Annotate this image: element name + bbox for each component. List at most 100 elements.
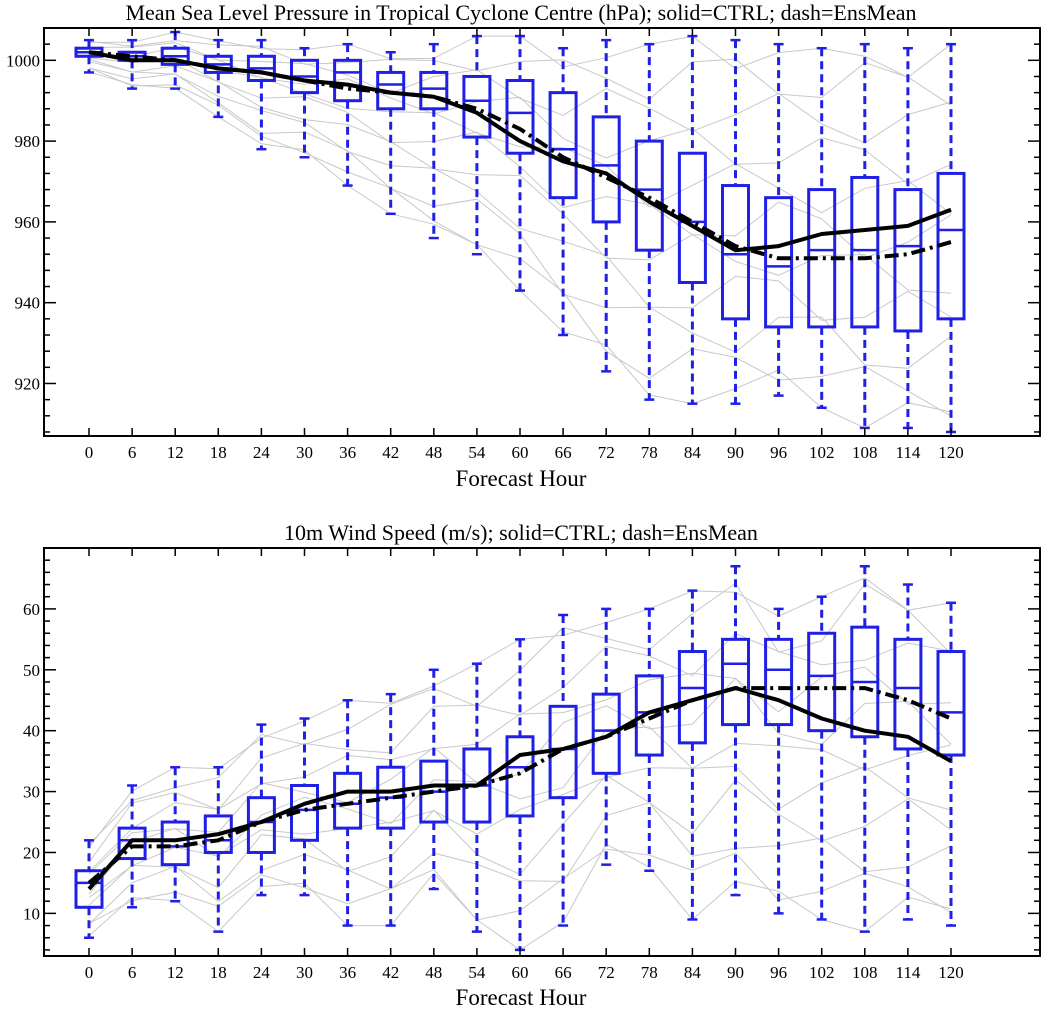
x-tick-label: 54 xyxy=(468,963,486,982)
box-iqr xyxy=(634,674,664,757)
chart-title: 10m Wind Speed (m/s); solid=CTRL; dash=E… xyxy=(284,520,758,545)
ensemble-member-line xyxy=(88,802,952,925)
box-78 xyxy=(634,607,664,872)
x-tick-label: 0 xyxy=(85,443,94,462)
x-tick-label: 120 xyxy=(938,443,964,462)
x-tick-label: 12 xyxy=(167,963,184,982)
y-tick-label: 980 xyxy=(15,132,41,151)
x-tick-label: 18 xyxy=(210,443,227,462)
x-axis-label: Forecast Hour xyxy=(456,466,587,491)
box-72 xyxy=(591,607,621,866)
box-iqr xyxy=(764,196,794,329)
x-tick-label: 6 xyxy=(128,963,137,982)
box-iqr xyxy=(74,869,104,909)
y-tick-label: 20 xyxy=(23,843,40,862)
box-iqr xyxy=(850,175,880,329)
y-tick-label: 60 xyxy=(23,600,40,619)
box-18 xyxy=(203,38,233,119)
box-108 xyxy=(850,42,880,430)
x-tick-label: 60 xyxy=(512,443,529,462)
x-tick-label: 30 xyxy=(296,443,313,462)
box-102 xyxy=(807,46,837,409)
x-tick-label: 84 xyxy=(684,443,702,462)
box-96 xyxy=(764,607,794,915)
x-tick-label: 36 xyxy=(339,963,356,982)
box-iqr xyxy=(807,631,837,733)
box-36 xyxy=(333,42,363,187)
x-tick-label: 12 xyxy=(167,443,184,462)
y-tick-label: 920 xyxy=(15,374,41,393)
box-108 xyxy=(850,565,880,933)
y-tick-label: 10 xyxy=(23,904,40,923)
box-30 xyxy=(290,46,319,159)
box-72 xyxy=(591,38,621,373)
box-66 xyxy=(548,613,578,927)
y-tick-label: 50 xyxy=(23,661,40,680)
x-tick-label: 96 xyxy=(770,963,787,982)
x-tick-label: 0 xyxy=(85,963,94,982)
ensmean-line xyxy=(88,50,952,261)
box-120 xyxy=(936,42,966,434)
x-tick-label: 114 xyxy=(895,963,920,982)
box-iqr xyxy=(936,650,966,757)
y-tick-label: 960 xyxy=(15,213,41,232)
x-tick-label: 24 xyxy=(253,963,271,982)
ensmean-line xyxy=(87,686,952,885)
box-0 xyxy=(74,839,104,939)
ensemble-member-line xyxy=(88,40,952,106)
x-tick-label: 60 xyxy=(512,963,529,982)
box-42 xyxy=(376,50,406,216)
x-tick-label: 30 xyxy=(296,963,313,982)
box-iqr xyxy=(764,637,794,727)
box-96 xyxy=(764,42,794,397)
box-24 xyxy=(246,723,276,897)
x-tick-label: 42 xyxy=(382,963,399,982)
x-tick-label: 114 xyxy=(895,443,920,462)
box-78 xyxy=(634,42,664,401)
x-tick-label: 72 xyxy=(598,443,615,462)
x-tick-label: 66 xyxy=(555,443,572,462)
x-tick-label: 78 xyxy=(641,963,658,982)
plot-frame xyxy=(43,547,1041,957)
x-tick-label: 18 xyxy=(210,963,227,982)
x-tick-label: 36 xyxy=(339,443,356,462)
box-114 xyxy=(893,583,923,921)
x-tick-label: 96 xyxy=(770,443,787,462)
x-axis-label: Forecast Hour xyxy=(456,985,587,1010)
box-102 xyxy=(807,595,837,921)
x-tick-label: 66 xyxy=(555,963,572,982)
box-60 xyxy=(505,34,535,292)
chart-wind-speed: 10m Wind Speed (m/s); solid=CTRL; dash=E… xyxy=(23,520,1041,1010)
chart-pressure: Mean Sea Level Pressure in Tropical Cycl… xyxy=(6,0,1041,491)
box-iqr xyxy=(333,58,363,103)
y-tick-label: 940 xyxy=(15,294,41,313)
x-tick-label: 78 xyxy=(641,443,658,462)
box-iqr xyxy=(893,188,923,333)
box-iqr xyxy=(634,139,664,252)
box-120 xyxy=(936,601,966,927)
box-iqr xyxy=(893,637,923,751)
box-0 xyxy=(74,38,104,74)
box-48 xyxy=(419,42,449,240)
box-iqr xyxy=(548,91,578,200)
box-iqr xyxy=(591,692,621,775)
x-tick-label: 48 xyxy=(425,963,442,982)
x-tick-label: 6 xyxy=(128,443,137,462)
box-iqr xyxy=(505,79,535,155)
y-tick-label: 30 xyxy=(23,783,40,802)
box-iqr xyxy=(117,826,147,861)
box-90 xyxy=(721,565,750,897)
box-114 xyxy=(893,46,923,430)
box-66 xyxy=(548,46,578,337)
x-tick-label: 84 xyxy=(684,963,702,982)
x-tick-label: 48 xyxy=(425,443,442,462)
box-24 xyxy=(246,38,276,151)
chart-title: Mean Sea Level Pressure in Tropical Cycl… xyxy=(125,0,916,25)
x-tick-label: 120 xyxy=(938,963,964,982)
x-tick-label: 108 xyxy=(852,963,878,982)
ctrl-line xyxy=(87,686,952,891)
box-iqr xyxy=(419,70,449,111)
box-36 xyxy=(333,698,363,927)
plot-frame xyxy=(43,27,1041,437)
